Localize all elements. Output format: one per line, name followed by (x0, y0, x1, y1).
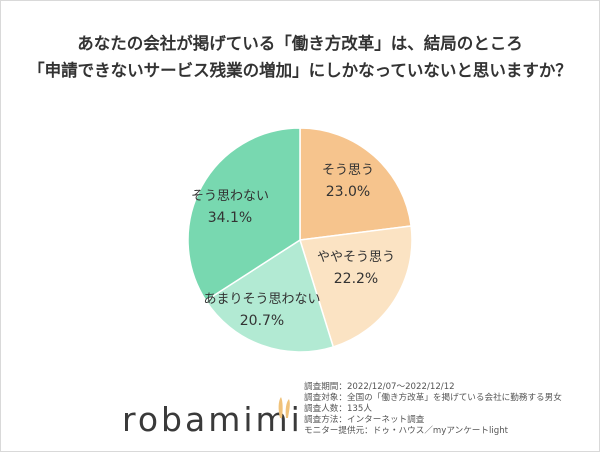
survey-count: 調査人数：135人 (304, 404, 372, 414)
slice-category-label: そう思う (322, 163, 374, 178)
slice-percent-label: 20.7% (240, 313, 284, 329)
slice-percent-label: 22.2% (334, 271, 378, 287)
slice-percent-label: 23.0% (326, 184, 370, 200)
survey-provider: モニター提供元：ドゥ・ハウス／myアンケートlight (304, 426, 509, 436)
survey-info: 調査期間：2022/12/07～2022/12/12 調査対象：全国の「働き方改… (304, 382, 562, 437)
slice-category-label: ややそう思う (317, 250, 395, 265)
pie-slice (299, 127, 412, 241)
pie-slice (299, 225, 413, 348)
title-line-2: 「申請できないサービス残業の増加」にしかなっていないと思いますか？ (28, 61, 572, 80)
brand-logo-text: robamimi (122, 400, 303, 439)
pie-slice (187, 127, 301, 302)
pie-slice (204, 238, 335, 353)
rabbit-ears-icon (278, 397, 290, 418)
slice-percent-label: 34.1% (208, 210, 252, 226)
survey-target: 調査対象：全国の「働き方改革」を掲げている会社に勤務する男女 (304, 393, 562, 403)
survey-period: 調査期間：2022/12/07～2022/12/12 (304, 382, 455, 392)
chart-title: あなたの会社が掲げている「働き方改革」は、結局のところ 「申請できないサービス残… (0, 30, 600, 84)
slice-category-label: そう思わない (191, 189, 269, 204)
survey-method: 調査方法：インターネット調査 (304, 415, 425, 425)
slice-category-label: あまりそう思わない (203, 292, 320, 307)
title-line-1: あなたの会社が掲げている「働き方改革」は、結局のところ (77, 34, 523, 53)
